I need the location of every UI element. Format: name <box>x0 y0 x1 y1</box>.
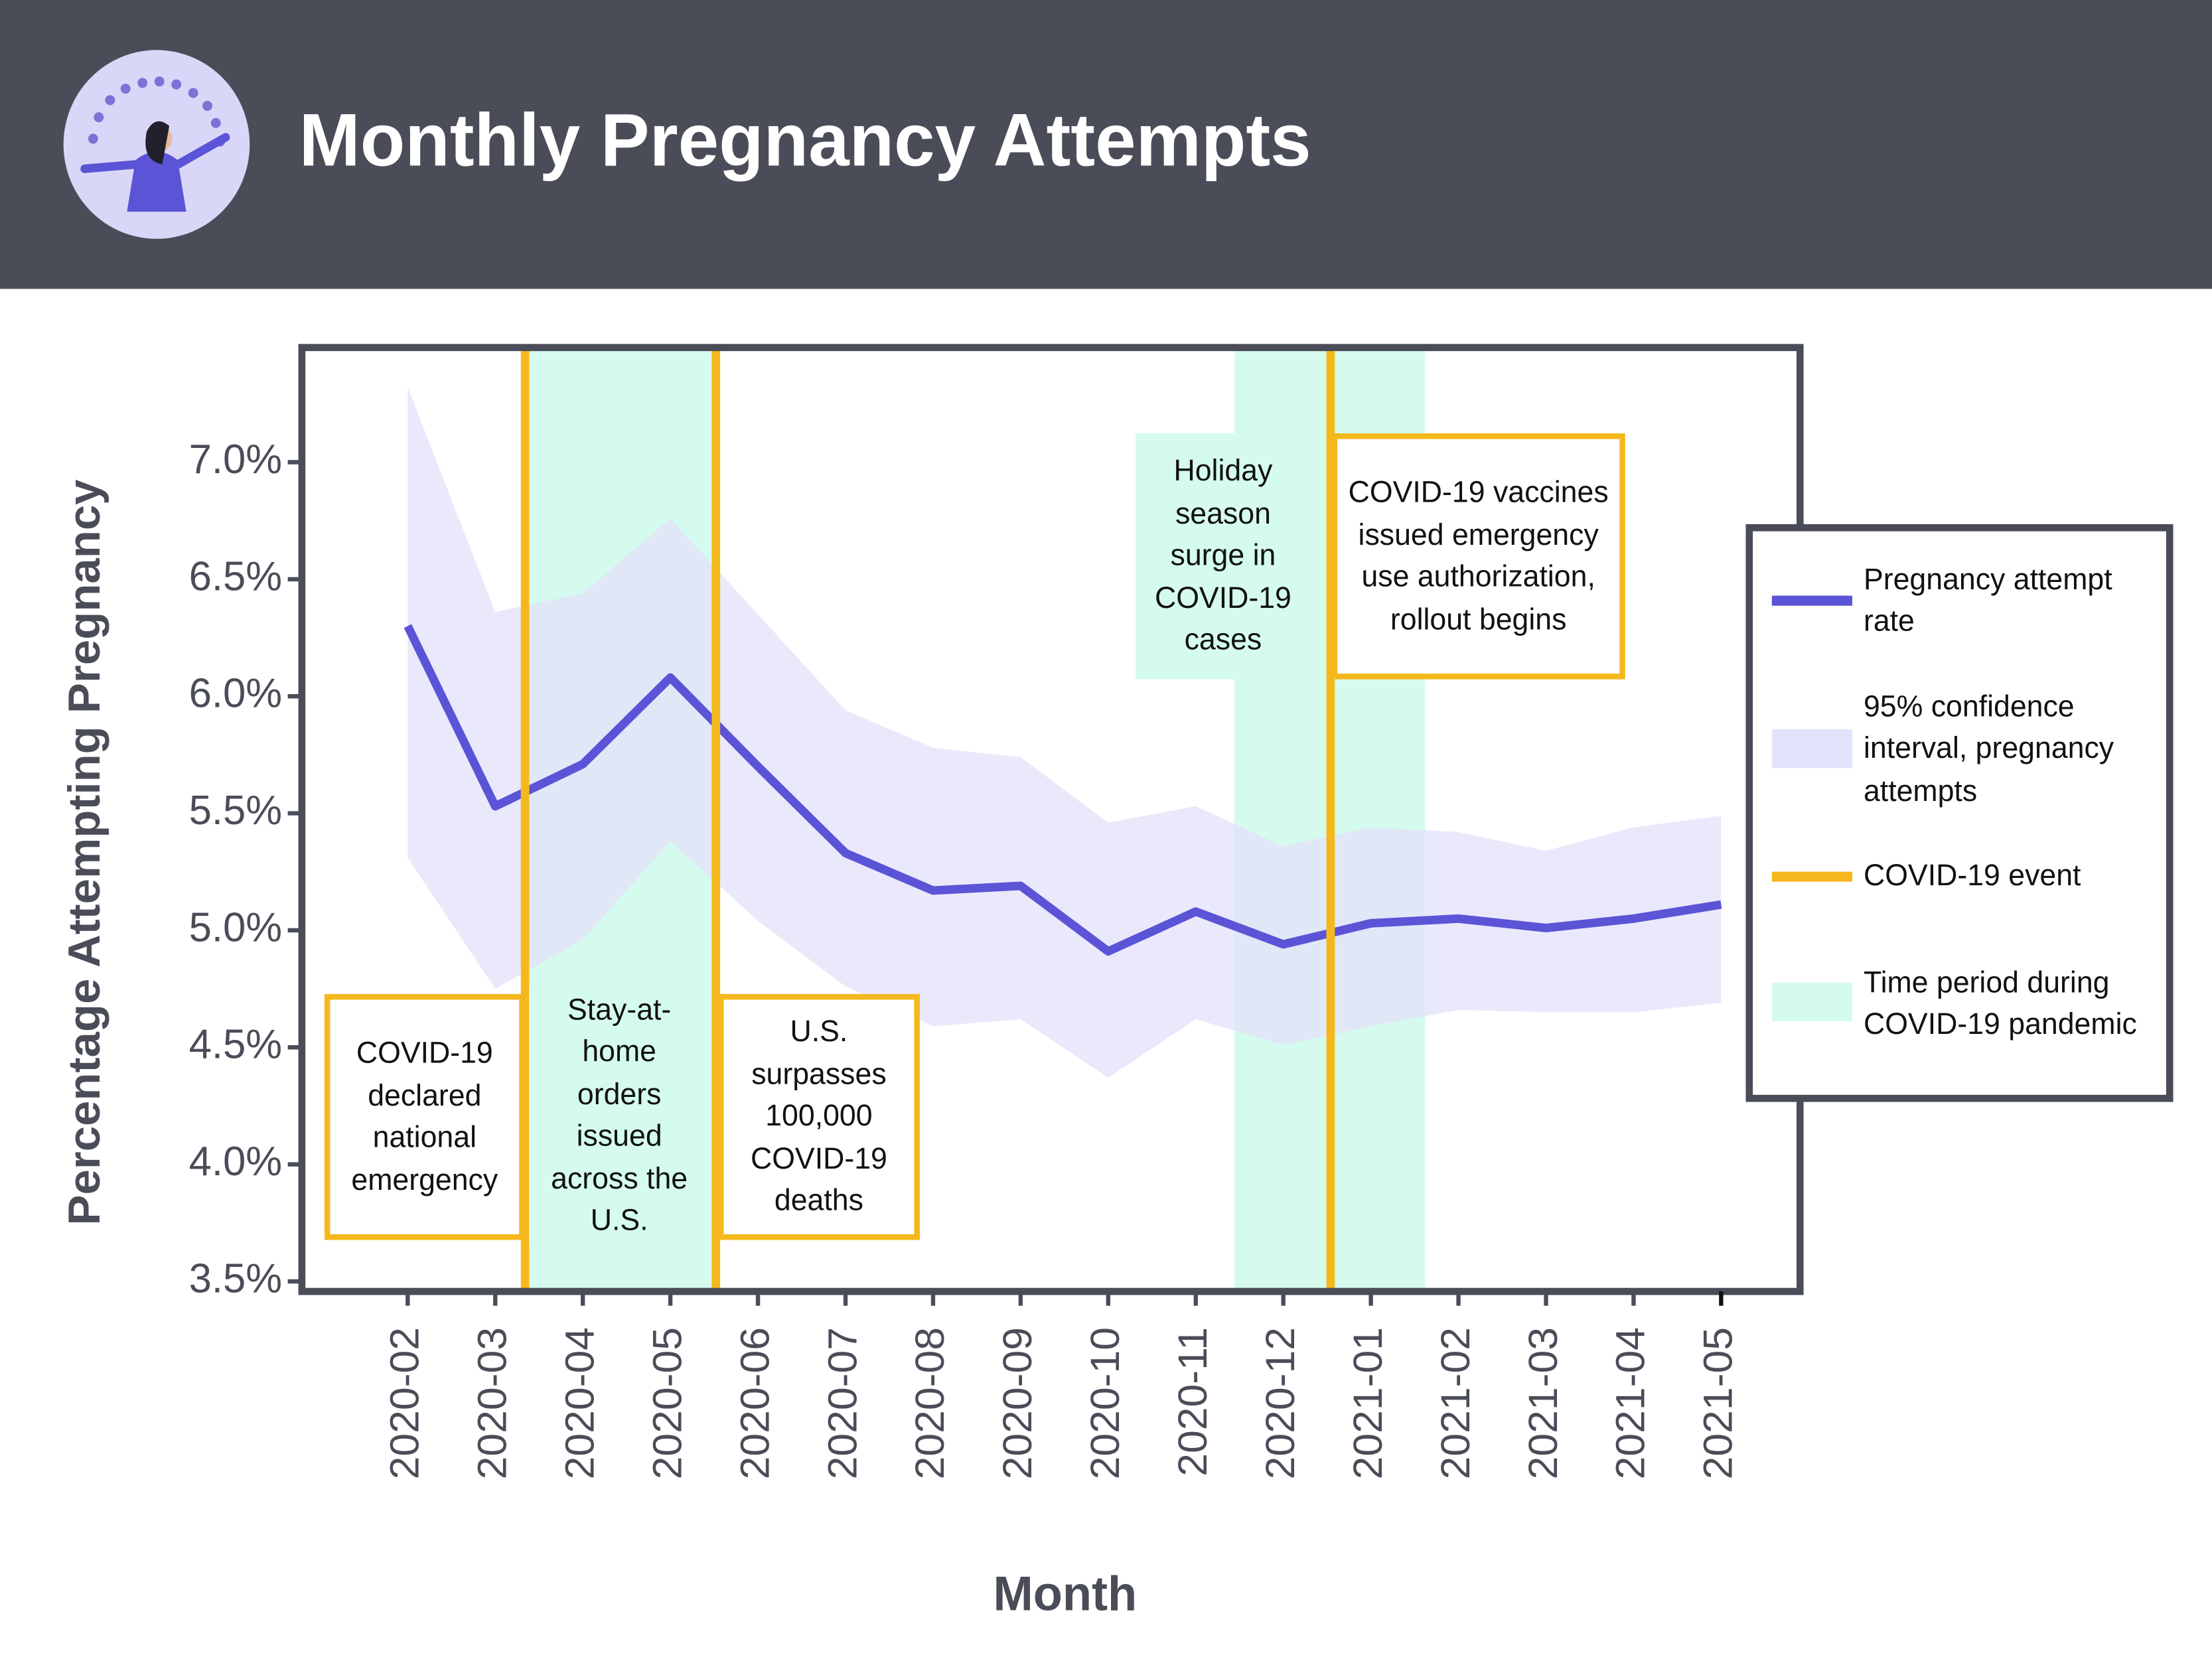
annotation-frame <box>1136 433 1311 680</box>
legend-label-box: COVID-19 event <box>1863 859 2081 893</box>
x-tick-label: 2020-12 <box>1258 1327 1303 1479</box>
y-axis-title: Percentage Attempting Pregnancy <box>58 479 109 1225</box>
annotation: COVID-19 vaccines issued emergency use a… <box>1348 476 1609 636</box>
x-tick-label: 2020-10 <box>1082 1327 1128 1479</box>
x-tick-label: 2020-09 <box>995 1327 1041 1479</box>
annotation-box: Stay-at-home orders issued across the U.… <box>551 993 688 1238</box>
x-tick-label: 2021-04 <box>1608 1327 1654 1479</box>
x-axis-title: Month <box>994 1567 1138 1621</box>
x-tick-label: 2020-07 <box>820 1327 866 1479</box>
legend-label-box: Time period during COVID-19 pandemic <box>1863 966 2137 1041</box>
legend-label: Pregnancy attempt rate <box>1863 563 2112 638</box>
annotation-frame <box>529 987 710 1244</box>
legend-label: Time period during COVID-19 pandemic <box>1863 966 2137 1041</box>
x-tick-label: 2021-02 <box>1433 1327 1479 1479</box>
annotation-box: COVID-19 vaccines issued emergency use a… <box>1348 476 1609 636</box>
annotation-box: COVID-19 declared national emergency <box>351 1037 498 1196</box>
x-tick-label: 2020-05 <box>645 1327 691 1479</box>
x-tick-label: 2020-08 <box>908 1327 954 1479</box>
x-tick-label: 2020-06 <box>733 1327 778 1479</box>
legend-swatch <box>1771 729 1852 768</box>
y-tick-label: 4.5% <box>189 1021 282 1067</box>
legend-swatch <box>1771 982 1852 1021</box>
annotation-box: U.S. surpasses 100,000 COVID-19 deaths <box>750 1015 887 1218</box>
annotation-box: Holiday season surge in COVID-19 cases <box>1154 455 1291 657</box>
annotation-frame <box>1331 433 1625 680</box>
y-tick-label: 5.0% <box>189 904 282 950</box>
annotation: Stay-at-home orders issued across the U.… <box>551 993 688 1238</box>
x-tick-label: 2021-03 <box>1520 1327 1566 1479</box>
x-tick-label: 2021-05 <box>1696 1327 1741 1479</box>
y-tick-label: 7.0% <box>189 437 282 482</box>
annotation: Holiday season surge in COVID-19 cases <box>1154 455 1291 657</box>
logo <box>63 50 250 239</box>
annotation: COVID-19 declared national emergency <box>351 1037 498 1196</box>
legend-label: COVID-19 event <box>1863 859 2081 893</box>
y-tick-label: 6.0% <box>189 670 282 716</box>
y-tick-label: 4.0% <box>189 1139 282 1185</box>
y-tick-label: 5.5% <box>189 788 282 833</box>
annotation-frame <box>717 993 920 1240</box>
x-tick-label: 2020-11 <box>1170 1327 1216 1477</box>
annotation-frame <box>324 993 525 1240</box>
chart-title: Monthly Pregnancy Attempts <box>299 98 1311 182</box>
x-tick-label: 2020-04 <box>557 1327 603 1479</box>
x-tick-label: 2020-02 <box>382 1327 428 1479</box>
legend-label-box: Pregnancy attempt rate <box>1863 563 2112 638</box>
series-line <box>404 624 1722 956</box>
x-tick-label: 2021-01 <box>1345 1327 1391 1479</box>
x-tick-label: 2020-03 <box>470 1327 516 1479</box>
header-bar <box>0 0 2212 289</box>
y-tick-label: 3.5% <box>189 1256 282 1301</box>
annotation: U.S. surpasses 100,000 COVID-19 deaths <box>750 1015 887 1218</box>
confidence-band <box>407 387 1722 1078</box>
legend-label-box: 95% confidence interval, pregnancy attem… <box>1863 690 2114 808</box>
y-tick-label: 6.5% <box>189 553 282 599</box>
legend-label: 95% confidence interval, pregnancy attem… <box>1863 690 2114 808</box>
